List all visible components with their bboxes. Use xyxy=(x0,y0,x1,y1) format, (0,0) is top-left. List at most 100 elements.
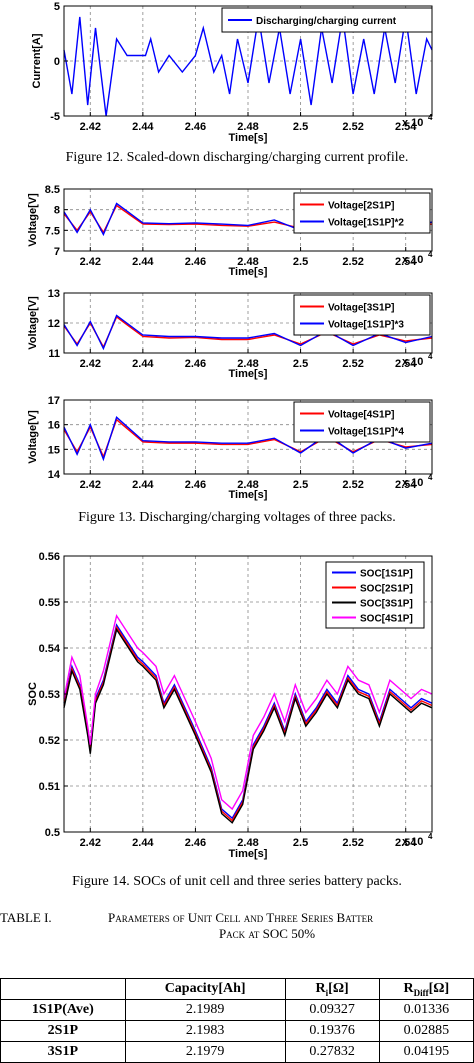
rdiff-main: R xyxy=(403,980,414,996)
y-tick-label: 0.53 xyxy=(39,689,60,701)
capacity-cell: 2.1989 xyxy=(124,999,286,1021)
table-header-empty xyxy=(0,978,126,1000)
x-tick-label: 2.54 xyxy=(395,479,417,491)
x-axis-label: Time[s] xyxy=(229,266,268,278)
ri-main: R xyxy=(315,980,326,996)
x-tick-label: 2.5 xyxy=(293,358,308,370)
legend-label-1: SOC[2S1P] xyxy=(360,584,413,595)
figure-14-caption: Figure 14. SOCs of unit cell and three s… xyxy=(72,874,402,889)
legend-label-3: SOC[4S1P] xyxy=(360,614,413,625)
y-tick-label: 0.54 xyxy=(39,643,61,655)
ri-sub: i xyxy=(325,987,329,998)
row-label: 1S1P(Ave) xyxy=(0,999,126,1021)
x-axis-label: Time[s] xyxy=(229,132,268,144)
x-multiplier-exponent: 4 xyxy=(428,250,433,259)
voltage-3s1p-chart: 2.42 2.44 2.46 2.48 2.5 2.52 2.54 11 12 13 Time[s]… xyxy=(27,288,433,380)
y-tick-label: -5 xyxy=(50,111,60,123)
y-tick-label: 16 xyxy=(48,420,60,432)
series-line-0 xyxy=(63,16,433,117)
soc-chart: 2.42 2.44 2.46 2.48 2.5 2.52 2.54 0.5 0.51 0.52 0.… xyxy=(27,551,433,860)
x-tick-label: 2.48 xyxy=(237,121,258,133)
y-tick-label: 0.52 xyxy=(39,735,60,747)
y-tick-label: 5 xyxy=(54,1,60,13)
x-axis-label: Time[s] xyxy=(229,848,268,860)
y-tick-label: 11 xyxy=(48,348,60,360)
x-multiplier-exponent: 4 xyxy=(428,473,433,482)
legend-box xyxy=(293,294,431,336)
y-tick-label: 7.5 xyxy=(45,225,60,237)
y-tick-label: 12 xyxy=(48,318,60,330)
x-multiplier-exponent: 4 xyxy=(428,352,433,361)
series-line-3 xyxy=(63,614,433,811)
x-tick-label: 2.54 xyxy=(395,358,417,370)
x-multiplier-label: x 10 xyxy=(402,356,423,368)
table-header-capacity: Capacity[Ah] xyxy=(124,978,286,1000)
series-line-1 xyxy=(63,314,433,351)
figure-13-caption: Figure 13. Discharging/charging voltages… xyxy=(78,510,396,525)
x-tick-label: 2.52 xyxy=(342,256,363,268)
x-tick-label: 2.46 xyxy=(185,358,206,370)
y-tick-label: 0.56 xyxy=(39,551,60,563)
y-axis-label: Voltage[V] xyxy=(27,296,39,350)
ri-cell: 0.09327 xyxy=(284,999,380,1021)
y-tick-label: 7 xyxy=(54,246,60,258)
y-tick-label: 14 xyxy=(48,469,61,481)
legend-label-2: SOC[3S1P] xyxy=(360,599,413,610)
x-tick-label: 2.52 xyxy=(342,358,363,370)
y-tick-label: 0.5 xyxy=(45,827,60,839)
x-tick-label: 2.52 xyxy=(342,837,363,849)
table-label: TABLE I. xyxy=(0,910,52,925)
ri-cell: 0.27832 xyxy=(284,1041,380,1063)
x-tick-label: 2.54 xyxy=(395,121,417,133)
x-tick-label: 2.5 xyxy=(293,121,308,133)
y-tick-label: 0 xyxy=(54,56,60,68)
legend-label-1: Voltage[1S1P]*3 xyxy=(328,320,404,331)
y-tick-label: 0.51 xyxy=(39,781,60,793)
x-tick-label: 2.44 xyxy=(132,479,154,491)
rdiff-unit: [Ω] xyxy=(428,980,450,996)
table-header-row: Capacity[Ah] Ri[Ω] RDiff[Ω] xyxy=(0,978,474,1000)
legend-label-0: Voltage[3S1P] xyxy=(328,303,395,314)
legend-label-0: Discharging/charging current xyxy=(256,16,397,27)
x-tick-label: 2.44 xyxy=(132,256,154,268)
x-tick-label: 2.5 xyxy=(293,837,308,849)
legend-box xyxy=(221,7,433,33)
y-axis-label: Voltage[V] xyxy=(27,410,39,464)
x-tick-label: 2.44 xyxy=(132,358,154,370)
x-tick-label: 2.54 xyxy=(395,837,417,849)
x-axis-label: Time[s] xyxy=(229,368,268,380)
x-axis-label: Time[s] xyxy=(229,489,268,501)
voltage-4s1p-chart: 2.42 2.44 2.46 2.48 2.5 2.52 2.54 14 15 16 17 Time[… xyxy=(27,395,433,501)
x-tick-label: 2.42 xyxy=(80,837,101,849)
y-tick-label: 15 xyxy=(48,444,60,456)
x-tick-label: 2.46 xyxy=(185,121,206,133)
y-tick-label: 17 xyxy=(48,395,60,407)
legend-label-0: Voltage[2S1P] xyxy=(328,201,395,212)
table-title-line2: Pack at SOC 50% xyxy=(218,926,316,941)
x-tick-label: 2.44 xyxy=(132,121,154,133)
y-axis-label: Voltage[V] xyxy=(27,193,39,247)
x-tick-label: 2.48 xyxy=(237,837,258,849)
x-tick-label: 2.48 xyxy=(237,358,258,370)
capacity-cell: 2.1979 xyxy=(124,1041,286,1063)
series-line-2 xyxy=(63,627,433,824)
legend-label-0: Voltage[4S1P] xyxy=(328,410,395,421)
table-title: Parameters of Unit Cell and Three Series… xyxy=(108,910,374,925)
rdiff-cell: 0.01336 xyxy=(378,999,474,1021)
table-header-rdiff: RDiff[Ω] xyxy=(378,978,474,1000)
current-chart: 2.42 2.44 2.46 2.48 2.5 2.52 2.54 -5 0 5 Time[s] Cu… xyxy=(31,1,433,144)
legend-label-1: Voltage[1S1P]*4 xyxy=(328,427,404,438)
x-multiplier-exponent: 4 xyxy=(428,832,433,841)
y-tick-label: 0.55 xyxy=(39,597,60,609)
table-row: 3S1P 2.1979 0.27832 0.04195 xyxy=(0,1041,474,1063)
rdiff-sub: Diff xyxy=(413,987,429,998)
x-multiplier-label: x 10 xyxy=(402,254,423,266)
x-tick-label: 2.52 xyxy=(342,121,363,133)
x-tick-label: 2.42 xyxy=(80,358,101,370)
row-label: 3S1P xyxy=(0,1041,126,1063)
table-header-ri: Ri[Ω] xyxy=(284,978,380,1000)
ri-unit: [Ω] xyxy=(328,980,349,996)
y-tick-label: 13 xyxy=(48,288,60,300)
x-tick-label: 2.5 xyxy=(293,479,308,491)
x-tick-label: 2.42 xyxy=(80,479,101,491)
